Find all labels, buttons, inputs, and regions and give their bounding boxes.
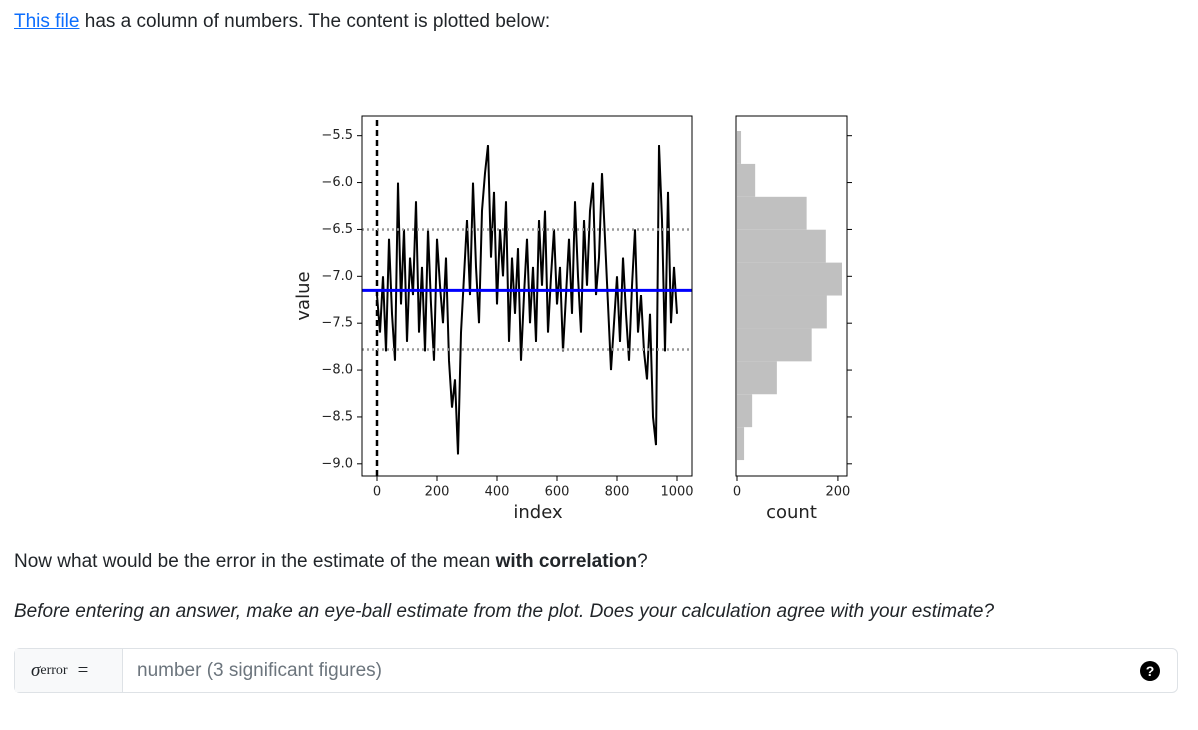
question-bold: with correlation [495, 551, 638, 572]
y-tick-label: −7.0 [321, 269, 353, 284]
answer-label: σ error = [15, 649, 123, 692]
intro: This file has a column of numbers. The c… [14, 11, 550, 33]
question-text: Now what would be the error in the estim… [14, 551, 496, 572]
question-end: ? [637, 551, 648, 572]
answer-row: σ error = number (3 significant figures) ? [14, 648, 1178, 693]
histogram-bar [737, 295, 827, 329]
y-tick-label: −8.0 [321, 363, 353, 378]
y-tick-label: −8.5 [321, 409, 353, 424]
y-tick-label: −5.5 [321, 128, 353, 143]
histogram-bar [737, 196, 807, 230]
hint: Before entering an answer, make an eye-b… [14, 601, 995, 622]
y-tick-label: −7.5 [321, 316, 353, 331]
histogram-bar [737, 229, 826, 263]
equals: = [77, 659, 89, 681]
chart: 0 200 400 600 800 1000 −5.5 −6.0 −6.5 −7.0 −7.5 −8.… [293, 115, 852, 523]
histogram-bar [737, 361, 777, 395]
histogram-bar [737, 427, 745, 461]
x-tick-label: 200 [826, 485, 851, 500]
help-icon[interactable]: ? [1140, 661, 1160, 681]
x-tick-label: 800 [605, 485, 630, 500]
axes-frame [361, 115, 693, 477]
x-tick-label: 600 [545, 485, 570, 500]
answer-input[interactable]: number (3 significant figures) [137, 659, 382, 681]
histogram-bar [737, 262, 842, 296]
x-axis-label: count [766, 502, 817, 523]
sigma: σ [31, 659, 41, 681]
x-tick-label: 200 [425, 485, 450, 500]
intro-text: has a column of numbers. The content is … [79, 11, 551, 32]
x-axis-label: index [513, 502, 563, 523]
histogram-bar [737, 131, 742, 164]
histogram-bar [737, 163, 756, 197]
question: Now what would be the error in the estim… [14, 551, 648, 573]
x-tick-label: 0 [733, 485, 741, 500]
y-tick-label: −9.0 [321, 456, 353, 471]
data-line [376, 144, 678, 455]
histogram-bar [737, 328, 812, 362]
sigma-sub: error [40, 662, 68, 678]
y-axis-label: value [293, 271, 314, 320]
x-tick-label: 1000 [660, 485, 693, 500]
histogram-bar [737, 394, 753, 428]
y-tick-label: −6.5 [321, 222, 353, 237]
y-tick-label: −6.0 [321, 175, 353, 190]
x-tick-label: 0 [373, 485, 381, 500]
axes-frame [735, 115, 848, 477]
file-link[interactable]: This file [14, 11, 80, 32]
x-tick-label: 400 [485, 485, 510, 500]
